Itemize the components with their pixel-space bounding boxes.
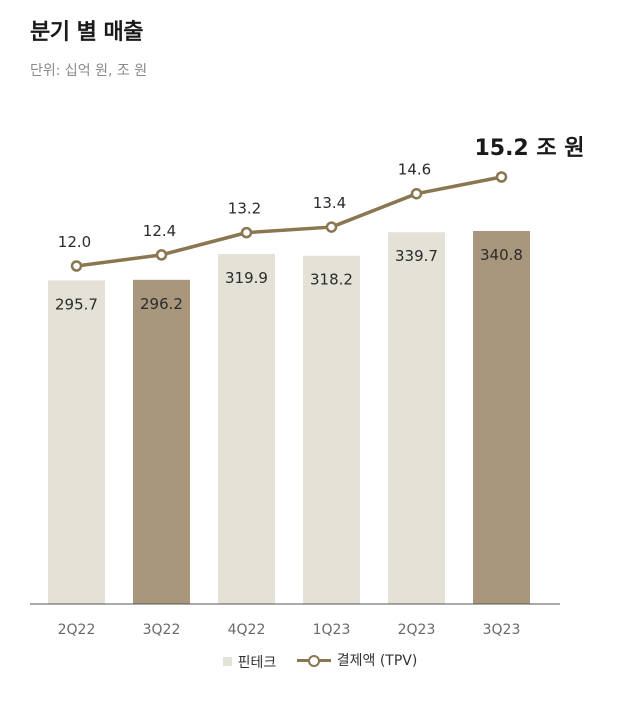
bar-value-label-2Q22: 295.7 xyxy=(55,295,98,313)
bar-2Q23 xyxy=(388,232,445,605)
tpv-point-3Q23 xyxy=(495,171,508,183)
legend-bar-swatch xyxy=(222,657,232,666)
tpv-point-4Q22 xyxy=(240,226,253,239)
tpv-value-label-4Q22: 13.2 xyxy=(228,200,261,218)
bar-value-label-4Q22: 319.9 xyxy=(225,269,268,287)
chart-subtitle: 단위: 십억 원, 조 원 xyxy=(30,63,148,79)
tpv-value-label-3Q22: 12.4 xyxy=(143,222,176,240)
chart-title: 분기 별 매출 xyxy=(30,20,144,45)
bar-3Q23 xyxy=(473,231,530,604)
x-tick-2Q22: 2Q22 xyxy=(58,622,96,638)
legend-line-swatch xyxy=(296,654,331,667)
bar-2Q22 xyxy=(48,280,105,604)
legend-item-fintech: 핀테크 xyxy=(222,652,277,672)
bar-3Q22 xyxy=(133,279,190,604)
tpv-value-label-3Q23: 15.2 조 원 xyxy=(474,136,584,161)
bar-value-label-2Q23: 339.7 xyxy=(395,247,438,265)
bar-value-label-3Q23: 340.8 xyxy=(480,246,523,264)
x-tick-4Q22: 4Q22 xyxy=(228,622,266,638)
legend-label-fintech: 핀테크 xyxy=(237,654,277,671)
x-tick-3Q23: 3Q23 xyxy=(483,622,521,638)
chart-legend: 핀테크 결제액 (TPV) xyxy=(0,650,640,672)
tpv-value-label-2Q23: 14.6 xyxy=(398,161,431,179)
bar-value-label-3Q22: 296.2 xyxy=(140,295,183,313)
tpv-value-label-1Q23: 13.4 xyxy=(313,194,346,212)
x-tick-1Q23: 1Q23 xyxy=(313,622,351,638)
legend-label-tpv: 결제액 (TPV) xyxy=(336,653,418,669)
bar-1Q23 xyxy=(303,255,360,604)
legend-item-tpv: 결제액 (TPV) xyxy=(296,650,418,670)
bar-4Q22 xyxy=(218,253,275,605)
x-tick-3Q22: 3Q22 xyxy=(143,622,181,638)
tpv-line xyxy=(76,175,502,268)
tpv-point-1Q23 xyxy=(325,221,338,233)
x-tick-2Q23: 2Q23 xyxy=(398,622,436,638)
tpv-point-3Q22 xyxy=(155,249,168,261)
tpv-value-label-2Q22: 12.0 xyxy=(58,233,91,251)
bar-value-label-1Q23: 318.2 xyxy=(310,271,353,289)
tpv-point-2Q22 xyxy=(70,260,83,272)
tpv-point-2Q23 xyxy=(410,187,423,200)
